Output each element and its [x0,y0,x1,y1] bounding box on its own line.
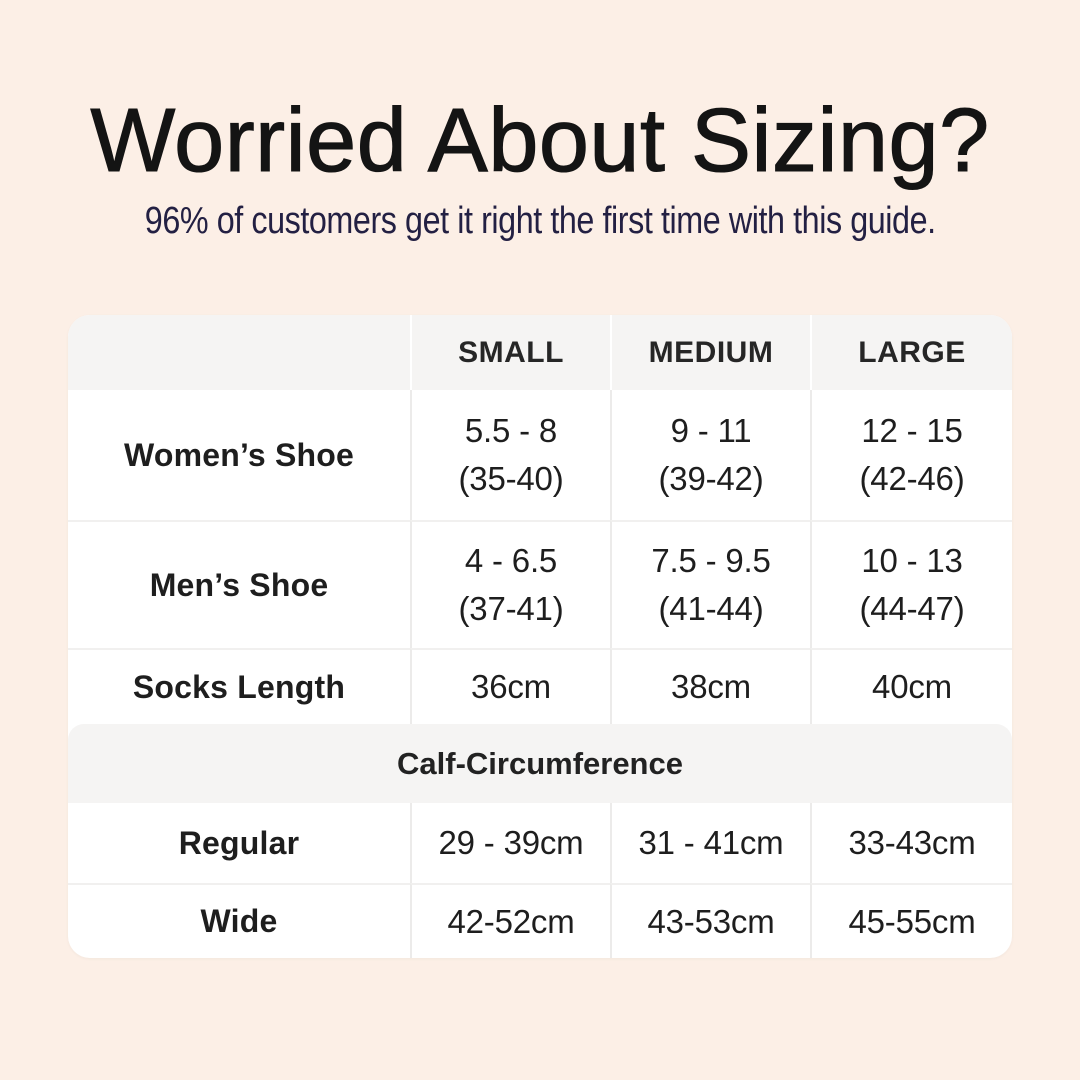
page-subtitle: 96% of customers get it right the first … [0,200,1080,243]
value-stack: 5.5 - 8 (35-40) [459,407,564,503]
socks-length-large-cell: 40cm [810,648,1012,724]
mens-shoe-small-cell: 4 - 6.5 (37-41) [410,520,610,648]
regular-large-cell: 33-43cm [810,803,1012,883]
hero-section: Worried About Sizing? 96% of customers g… [0,88,1080,243]
value-line: 9 - 11 [670,412,752,450]
page-title: Worried About Sizing? [90,90,990,191]
row-label-wide: Wide [68,883,410,958]
row-label-regular: Regular [178,824,300,861]
value-line: (44-47) [859,590,965,627]
row-label-mens-shoe: Men’s Shoe [68,520,410,648]
value-line: 4 - 6.5 [464,542,558,580]
row-label-womens-shoe: Women’s Shoe [124,436,354,473]
value-line: (42-46) [859,460,965,497]
value-line: 7.5 - 9.5 [651,542,771,580]
column-header-large: LARGE [810,315,1012,390]
column-header-small: SMALL [410,315,610,390]
regular-medium-cell: 31 - 41cm [610,803,810,883]
womens-shoe-small-cell: 5.5 - 8 (35-40) [410,390,610,520]
womens-shoe-medium-cell: 9 - 11 (39-42) [610,390,810,520]
value-stack: 4 - 6.5 (37-41) [459,537,564,633]
value-line: 12 - 15 [861,412,963,450]
value-stack: 7.5 - 9.5 (41-44) [651,537,770,633]
table-corner-cell [68,315,410,390]
value-line: (35-40) [458,460,564,497]
value-line: (37-41) [458,590,564,627]
value-stack: 9 - 11 (39-42) [659,407,764,503]
page-subtitle-text: 96% of customers get it right the first … [144,200,936,243]
row-label-socks-length: Socks Length [68,648,410,724]
value-line: 5.5 - 8 [464,412,558,450]
value-stack: 10 - 13 (44-47) [860,537,965,633]
wide-small-cell: 42-52cm [410,883,610,958]
value-line: 10 - 13 [861,542,963,580]
mens-shoe-large-cell: 10 - 13 (44-47) [810,520,1012,648]
value-stack: 12 - 15 (42-46) [860,407,965,503]
womens-shoe-large-cell: 12 - 15 (42-46) [810,390,1012,520]
wide-large-cell: 45-55cm [810,883,1012,958]
socks-length-medium-cell: 38cm [610,648,810,724]
column-header-medium: MEDIUM [610,315,810,390]
wide-medium-cell: 43-53cm [610,883,810,958]
size-chart-table: SMALL MEDIUM LARGE Women’s Shoe 5.5 - 8 … [68,315,1012,958]
regular-small-cell: 29 - 39cm [410,803,610,883]
mens-shoe-medium-cell: 7.5 - 9.5 (41-44) [610,520,810,648]
value-line: (41-44) [658,590,764,627]
value-line: (39-42) [658,460,764,497]
socks-length-small-cell: 36cm [410,648,610,724]
section-header-calf-circumference: Calf-Circumference [68,724,1012,803]
